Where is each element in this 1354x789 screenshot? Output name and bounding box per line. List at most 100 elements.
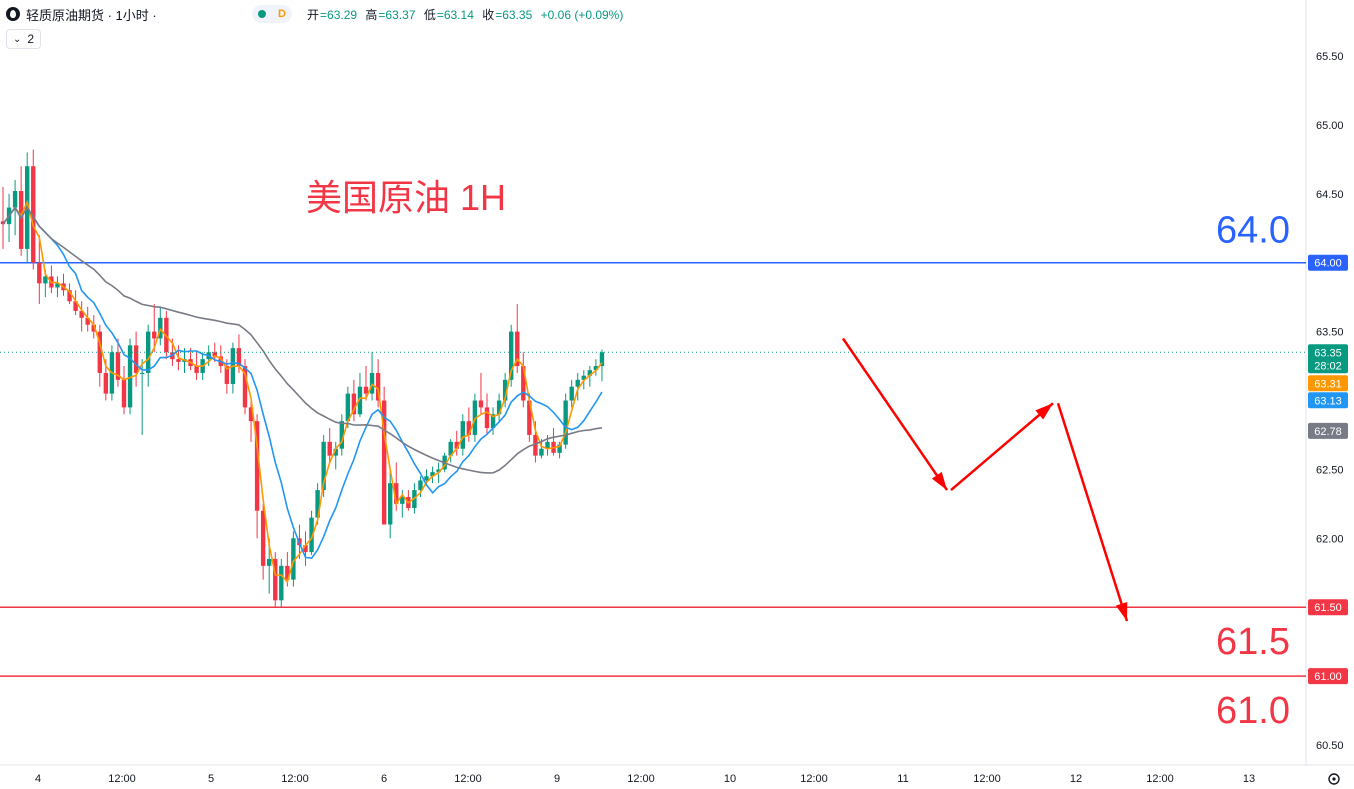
x-tick-label: 12:00 — [1146, 773, 1174, 785]
ma-axis-badge — [1308, 422, 1348, 439]
symbol-header[interactable]: 轻质原油期货 · 1小时 · — [6, 4, 157, 24]
level-big-label: 61.0 — [1216, 690, 1290, 732]
candle-body — [527, 400, 532, 435]
gear-icon-hub — [1332, 777, 1336, 781]
x-tick-label: 12 — [1070, 773, 1082, 785]
x-tick-label: 13 — [1243, 773, 1255, 785]
level-axis-label: 61.50 — [1314, 602, 1342, 614]
candle-body — [127, 345, 133, 408]
candle-body — [369, 372, 375, 394]
level-axis-label: 64.00 — [1314, 258, 1342, 270]
candle-body — [248, 407, 254, 422]
ohlc-readout: 开=63.29 高=63.37 低=63.14 收=63.35 +0.06 (+… — [307, 6, 623, 23]
candle-body — [345, 393, 351, 422]
candle-body — [79, 310, 84, 318]
high-label: 高 — [365, 8, 378, 22]
candle-body — [321, 441, 326, 491]
gear-icon[interactable] — [1328, 773, 1340, 785]
market-status-pill[interactable]: D — [252, 5, 292, 23]
projection-arrow-shaft[interactable] — [841, 337, 949, 491]
candle-body — [351, 393, 357, 415]
candle-body — [472, 400, 478, 435]
candle-body — [357, 386, 363, 415]
projection-arrow-shaft[interactable] — [950, 402, 1054, 492]
candle-body — [460, 421, 465, 449]
candle-body — [587, 370, 593, 376]
y-tick-label: 62.50 — [1316, 464, 1344, 476]
x-tick-label: 12:00 — [281, 773, 309, 785]
candle-body — [12, 191, 18, 208]
data-mode-badge: D — [278, 8, 286, 20]
ma-axis-label: 63.31 — [1314, 378, 1342, 390]
candle-body — [212, 352, 217, 357]
candle-body — [194, 366, 199, 373]
symbol-title[interactable]: 轻质原油期货 · 1小时 · — [26, 7, 157, 23]
candle-body — [43, 276, 48, 284]
last-price-badge — [1308, 344, 1348, 374]
level-axis-badge — [1308, 668, 1348, 685]
candle-body — [515, 331, 520, 367]
candle-body — [285, 565, 290, 580]
candle-body — [388, 483, 393, 525]
candle-body — [242, 366, 248, 408]
projection-arrow-shaft[interactable] — [1056, 402, 1129, 622]
indicators-toggle[interactable]: ⌄ 2 — [6, 29, 42, 49]
ma-axis-label: 62.78 — [1314, 426, 1342, 438]
candle-body — [0, 221, 6, 225]
ma-mid-line — [2, 206, 603, 560]
candle-body — [448, 441, 453, 456]
candle-body — [279, 565, 284, 601]
candle-body — [91, 324, 96, 332]
candle-body — [103, 372, 109, 394]
candle-body — [557, 444, 562, 453]
candle-body — [31, 166, 36, 263]
x-tick-label: 4 — [35, 773, 41, 785]
ma-slow-line — [2, 206, 603, 474]
candle-body — [73, 301, 78, 311]
candle-body — [254, 421, 260, 511]
candle-body — [545, 441, 550, 449]
candle-body — [121, 379, 127, 408]
candle-body — [115, 352, 121, 380]
change-value: +0.06 (+0.09%) — [540, 8, 624, 22]
candle-body — [484, 407, 490, 429]
x-tick-label: 10 — [724, 773, 736, 785]
x-tick-label: 12:00 — [627, 773, 655, 785]
y-tick-label: 60.50 — [1316, 740, 1344, 752]
candle-body — [224, 366, 230, 384]
candle-body — [400, 496, 405, 504]
market-open-dot-icon — [258, 10, 266, 18]
ma-axis-badge — [1308, 392, 1348, 409]
x-tick-label: 12:00 — [973, 773, 1001, 785]
candle-body — [176, 359, 181, 362]
candle-body — [394, 483, 399, 504]
y-tick-label: 65.50 — [1316, 51, 1344, 63]
candle-body — [97, 331, 102, 373]
projection-arrow-head — [1115, 602, 1128, 621]
low-label: 低 — [423, 8, 436, 22]
candle-body — [67, 290, 72, 302]
candle-body — [533, 434, 538, 456]
candle-body — [133, 345, 139, 373]
oil-drop-icon — [6, 7, 20, 21]
candle-body — [454, 441, 459, 449]
high-value: =63.37 — [378, 8, 416, 22]
candle-body — [569, 386, 574, 401]
candle-body — [260, 510, 266, 566]
candle-body — [291, 538, 296, 580]
projection-arrow-head — [1035, 403, 1053, 420]
candle-body — [37, 262, 42, 284]
level-big-label: 61.5 — [1216, 621, 1290, 663]
candle-body — [327, 441, 332, 456]
x-tick-label: 5 — [208, 773, 214, 785]
candle-body — [418, 480, 423, 491]
candle-body — [152, 331, 157, 339]
candle-body — [490, 414, 496, 429]
chart-title-annotation: 美国原油 1H — [306, 177, 506, 218]
x-tick-label: 12:00 — [800, 773, 828, 785]
level-axis-badge — [1308, 254, 1348, 271]
candle-body — [381, 400, 387, 525]
close-label: 收 — [482, 8, 495, 22]
candle-body — [333, 448, 338, 456]
